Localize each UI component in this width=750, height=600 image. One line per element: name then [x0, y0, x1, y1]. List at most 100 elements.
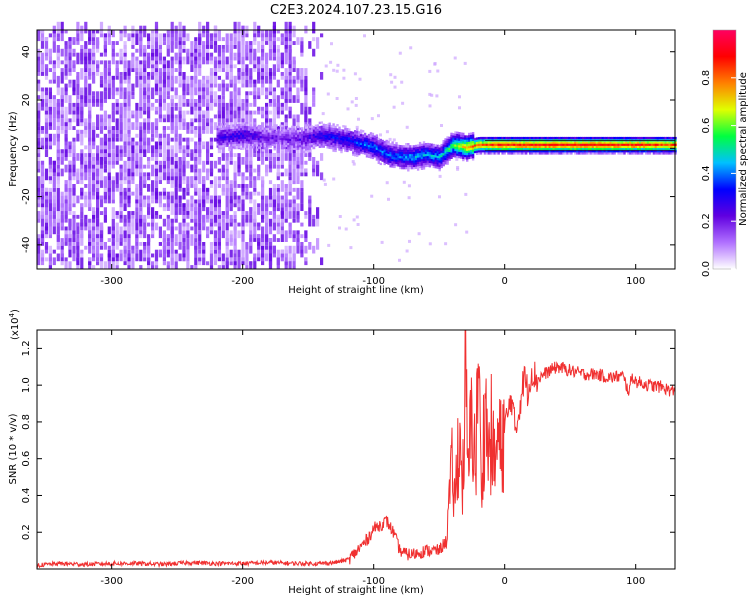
spectrogram-cell	[72, 203, 76, 208]
spectrogram-cell	[194, 203, 198, 211]
spectrogram-cell	[119, 238, 123, 246]
spectrogram-cell	[284, 149, 288, 154]
spectrogram-cell	[354, 136, 357, 139]
spectrogram-cell	[198, 253, 202, 258]
spectrogram-cell	[44, 218, 49, 231]
spectrogram-cell	[308, 149, 312, 152]
spectrogram-cell	[365, 155, 369, 158]
spectrogram-cell	[538, 141, 542, 144]
spectrogram-cell	[304, 75, 308, 88]
spectrogram-cell	[265, 29, 269, 38]
spectrogram-cell	[40, 195, 45, 200]
spectrogram-cell	[367, 151, 371, 154]
spectrogram-cell	[44, 75, 49, 80]
spectrogram-cell	[186, 249, 190, 262]
spectrogram-cell	[470, 154, 473, 157]
spectrogram-cell	[119, 56, 123, 65]
spectrogram-cell	[352, 153, 355, 156]
snr-scale-label: (x104)	[8, 309, 21, 340]
spectrogram-cell	[257, 87, 261, 92]
spectrogram-cell	[401, 158, 404, 161]
spectrogram-cell	[76, 257, 80, 262]
spectrogram-cell	[420, 163, 424, 166]
spectrogram-cell	[387, 155, 390, 159]
spectrogram-cell	[546, 147, 549, 151]
spectrogram-cell	[52, 95, 56, 107]
spectrogram-cell	[261, 199, 265, 212]
spectrogram-cell	[88, 157, 92, 169]
spectrogram-cell	[107, 153, 111, 157]
spectrogram-cell	[304, 230, 308, 239]
spectrogram-cell	[464, 192, 468, 196]
spectrogram-cell	[642, 145, 646, 148]
spectrogram-cell	[354, 97, 358, 100]
spectrogram-cell	[96, 99, 100, 103]
spectrogram-cell	[284, 75, 288, 80]
spectrogram-cell	[627, 143, 630, 146]
spectrogram-cell	[505, 143, 508, 146]
spectrogram-cell	[198, 64, 202, 72]
spectrogram-cell	[358, 137, 361, 141]
spectrogram-cell	[268, 118, 273, 123]
spectrogram-cell	[316, 238, 320, 250]
spectrogram-cell	[158, 176, 162, 184]
spectrogram-cell	[48, 68, 52, 72]
spectrogram-cell	[287, 129, 290, 133]
spectrogram-cell	[458, 95, 461, 99]
spectrogram-cell	[371, 156, 375, 160]
spectrogram-cell	[468, 152, 471, 155]
spectrogram-cell	[88, 48, 92, 61]
spectrogram-cell	[495, 143, 498, 146]
spectrogram-cell	[154, 133, 159, 138]
spectrogram-cell	[147, 257, 151, 262]
spectrogram-cell	[276, 164, 280, 177]
spectrogram-cell	[158, 164, 162, 173]
spectrogram-cell	[334, 134, 337, 137]
spectrogram-cell	[143, 72, 147, 84]
spectrogram-cell	[246, 123, 249, 127]
spectrogram-cell	[503, 150, 506, 153]
spectrogram-cell	[96, 64, 100, 69]
spectrogram-cell	[96, 187, 100, 192]
spectrogram-cell	[123, 153, 127, 157]
spectrogram-cell	[328, 142, 331, 145]
spectrogram-cell	[471, 134, 475, 137]
spectrogram-cell	[344, 142, 347, 146]
spectrogram-cell	[131, 168, 135, 177]
spectrogram-cell	[190, 102, 194, 115]
spectrogram-cell	[213, 242, 218, 246]
spectrogram-cell	[218, 130, 221, 133]
spectrogram-cell	[135, 75, 139, 88]
spectrogram-cell	[328, 144, 331, 147]
spectrogram-cell	[424, 156, 428, 159]
spectrogram-cell	[37, 29, 41, 42]
spectrogram-cell	[418, 141, 422, 145]
spectrogram-cell	[162, 238, 166, 250]
spectrogram-cell	[477, 137, 481, 140]
spectrogram-cell	[576, 152, 579, 155]
spectrogram-cell	[621, 145, 624, 148]
spectrogram-cell	[253, 124, 257, 127]
spectrogram-cell	[450, 134, 453, 138]
spectrogram-cell	[383, 158, 386, 161]
spectrogram-cell	[229, 214, 233, 223]
spectrogram-cell	[225, 242, 229, 250]
spectrogram-cell	[115, 41, 119, 45]
spectrogram-cell	[552, 141, 555, 144]
spectrogram-cell	[111, 141, 115, 150]
spectrogram-cell	[103, 261, 107, 269]
spectrogram-cell	[80, 149, 84, 154]
spectrogram-cell	[312, 91, 316, 96]
spectrogram-cell	[530, 145, 534, 148]
spectrogram-cell	[320, 132, 323, 135]
spectrogram-cell	[198, 149, 202, 157]
spectrogram-cell	[499, 136, 502, 140]
spectrogram-cell	[338, 128, 341, 132]
spectrogram-cell	[369, 149, 373, 152]
spectrogram-cell	[336, 137, 339, 140]
spectrogram-cell	[162, 234, 166, 239]
spectrogram-cell	[434, 161, 437, 165]
spectrogram-cell	[383, 143, 386, 146]
spectrogram-cell	[293, 138, 296, 142]
spectrogram-cell	[538, 150, 542, 153]
